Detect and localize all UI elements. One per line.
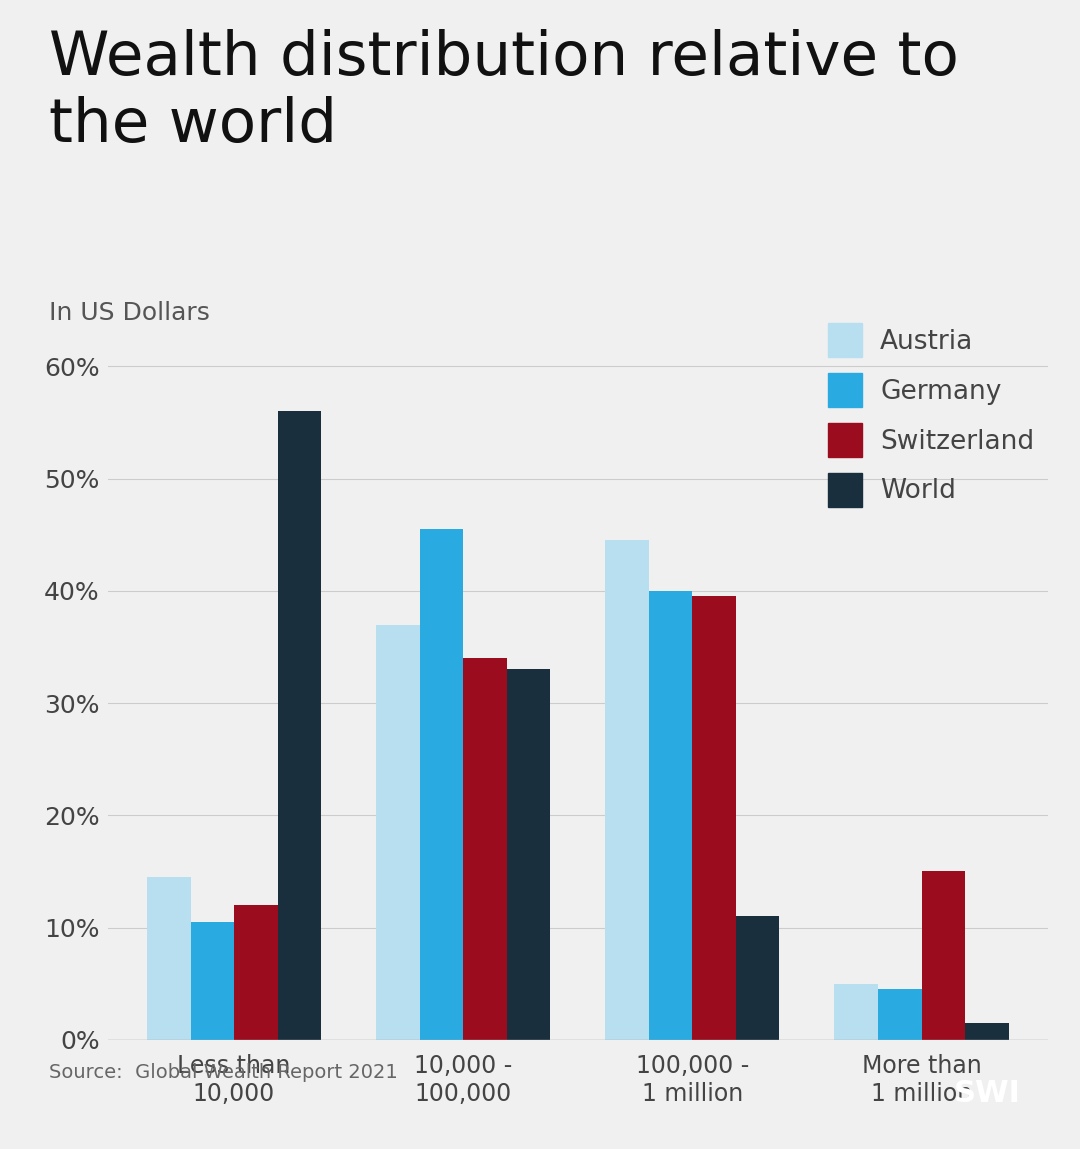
Bar xyxy=(649,591,692,1040)
Bar xyxy=(190,921,234,1040)
Legend: Austria, Germany, Switzerland, World: Austria, Germany, Switzerland, World xyxy=(827,323,1035,507)
Bar xyxy=(921,871,966,1040)
Text: Source:  Global Wealth Report 2021: Source: Global Wealth Report 2021 xyxy=(49,1063,397,1082)
Bar xyxy=(420,529,463,1040)
Bar xyxy=(278,411,321,1040)
Bar xyxy=(463,658,507,1040)
Text: SWI: SWI xyxy=(954,1079,1022,1109)
Bar xyxy=(966,1023,1009,1040)
Bar xyxy=(878,989,921,1040)
Bar xyxy=(147,877,190,1040)
Bar xyxy=(234,905,278,1040)
Text: In US Dollars: In US Dollars xyxy=(49,301,210,325)
Bar xyxy=(692,596,735,1040)
Bar xyxy=(605,540,649,1040)
Bar xyxy=(376,625,420,1040)
Bar xyxy=(507,670,551,1040)
Bar xyxy=(835,984,878,1040)
Text: Wealth distribution relative to
the world: Wealth distribution relative to the worl… xyxy=(49,29,958,155)
Bar xyxy=(735,917,780,1040)
